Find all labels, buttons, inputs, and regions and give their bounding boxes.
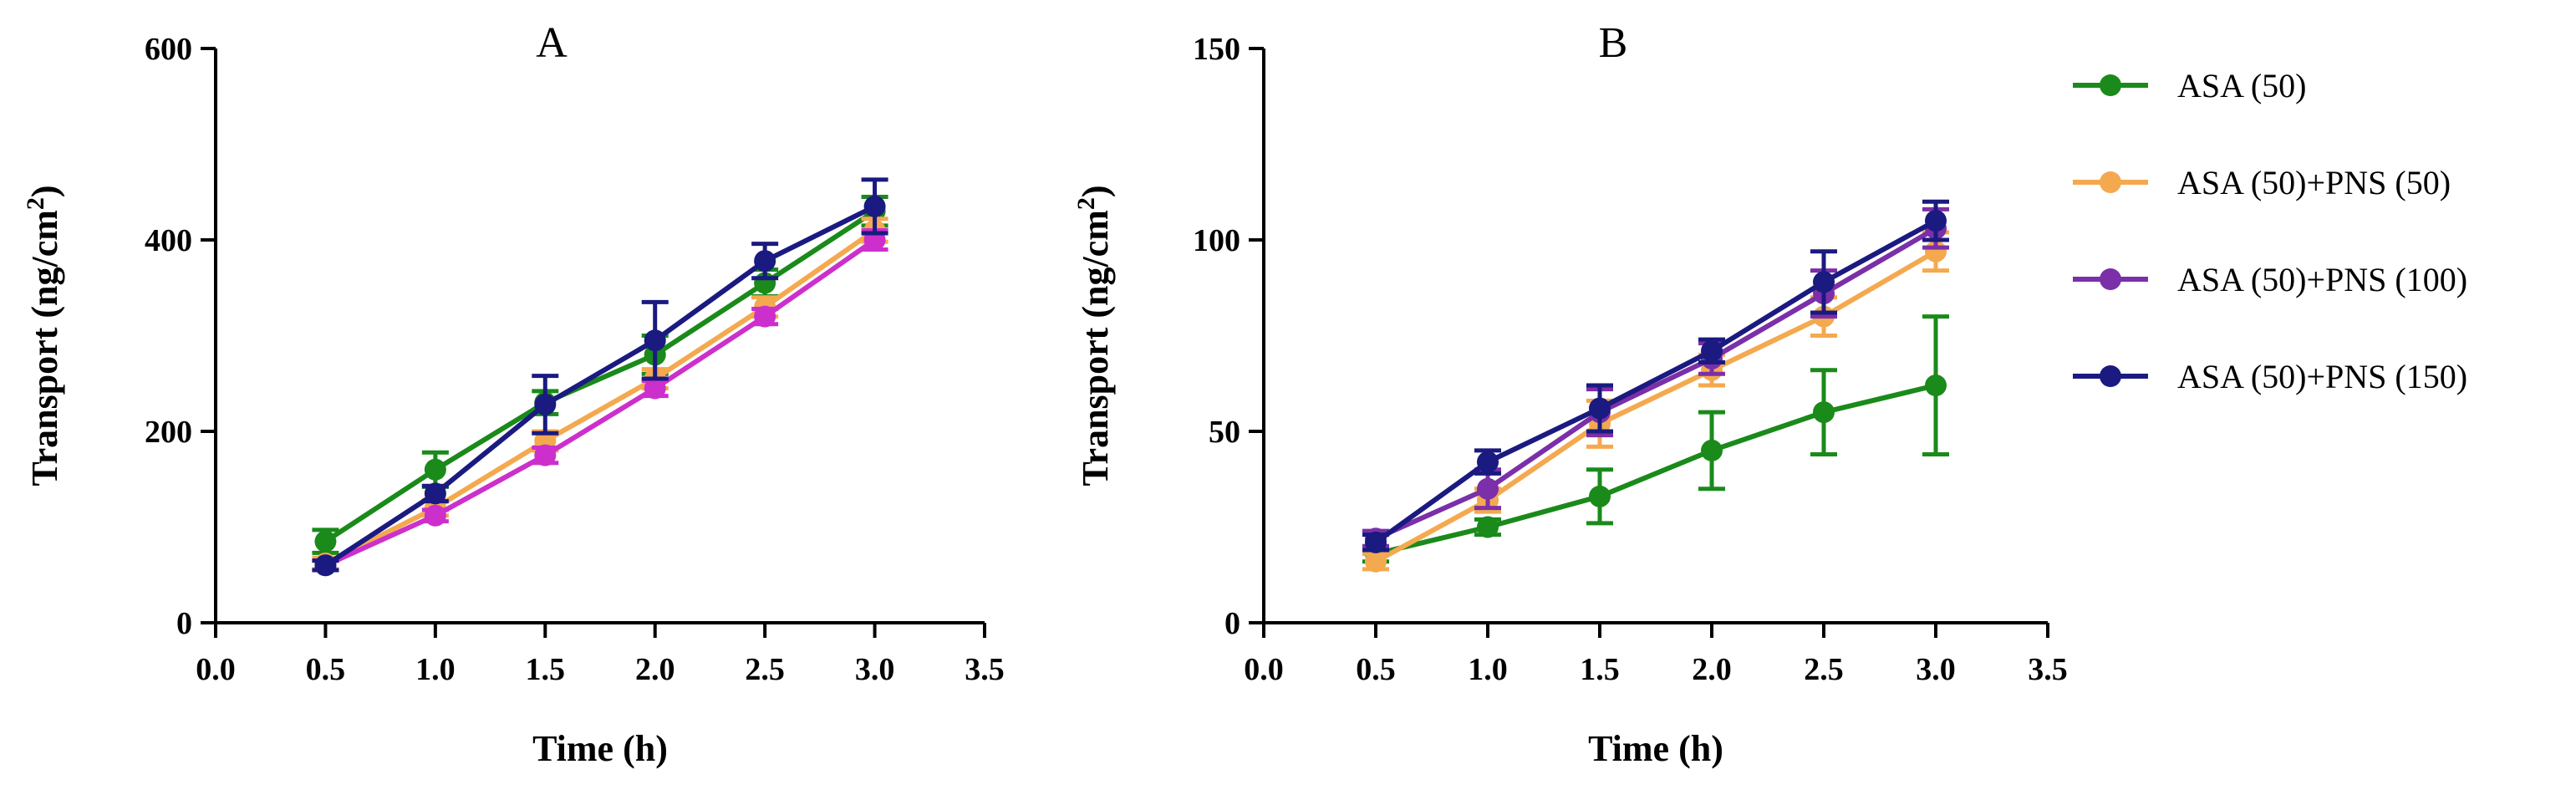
data-point — [1925, 375, 1947, 397]
y-axis-label-main: Transport (ng/cm — [24, 210, 65, 486]
series-ASA (50)+PNS (150) — [1362, 199, 1949, 553]
x-tick-label: 0.5 — [306, 652, 346, 687]
panel-title: A — [536, 19, 568, 67]
data-point — [1477, 477, 1499, 500]
x-tick-label: 2.0 — [1692, 652, 1732, 687]
legend-label: ASA (50)+PNS (100) — [2177, 261, 2467, 298]
chart-panel-A: 0 200 400 600 0.0 0.5 1.0 1.5 2.0 2.5 3.0 3.5 A Time … — [22, 19, 1005, 769]
legend-swatch-marker — [2100, 74, 2121, 96]
data-point — [1589, 485, 1611, 507]
data-point — [424, 458, 446, 481]
x-tick-label: 1.0 — [415, 652, 456, 687]
series-ASA (50)+PNS (150) — [312, 177, 888, 577]
y-axis-label-sup: 2 — [1072, 197, 1100, 210]
legend-swatch-marker — [2100, 365, 2121, 387]
x-axis-label: Time (h) — [532, 728, 668, 769]
x-tick-label: 1.5 — [526, 652, 566, 687]
data-point — [644, 377, 666, 400]
data-point — [534, 444, 557, 466]
y-axis-label-end: ) — [1075, 185, 1116, 197]
series-line — [1374, 226, 1937, 541]
x-tick-label: 3.0 — [1916, 652, 1956, 687]
series-ASA (50) — [1362, 314, 1949, 565]
legend: ASA (50) ASA (50)+PNS (50) ASA (50)+PNS (1… — [2073, 67, 2467, 395]
series-line — [1375, 383, 1937, 557]
x-tick-label: 3.0 — [855, 652, 895, 687]
x-tick-label: 2.5 — [1804, 652, 1844, 687]
x-tick-label: 1.5 — [1580, 652, 1620, 687]
legend-item: ASA (50)+PNS (50) — [2073, 164, 2451, 201]
x-tick-label: 3.5 — [965, 652, 1005, 687]
x-tick-label: 1.0 — [1468, 652, 1508, 687]
series-line — [323, 204, 876, 568]
data-point — [314, 554, 337, 577]
series-line — [323, 209, 877, 544]
data-point — [644, 329, 666, 352]
y-tick-label: 600 — [145, 32, 192, 67]
legend-label: ASA (50) — [2177, 67, 2306, 104]
y-axis-label-end: ) — [24, 185, 65, 197]
series-line — [324, 237, 877, 568]
data-point — [1365, 531, 1387, 553]
legend-label: ASA (50)+PNS (50) — [2177, 164, 2451, 201]
y-tick-label: 200 — [145, 415, 192, 450]
legend-swatch-marker — [2100, 268, 2121, 290]
y-axis-label: Transport (ng/cm2) — [1072, 185, 1117, 486]
series-ASA (50)+PNS (50) — [312, 217, 888, 575]
panel-title: B — [1599, 19, 1628, 67]
series-line — [324, 228, 877, 566]
y-tick-label: 0 — [176, 606, 192, 641]
legend-item: ASA (50)+PNS (150) — [2073, 358, 2467, 395]
y-tick-label: 400 — [145, 223, 192, 258]
y-tick-label: 150 — [1193, 32, 1240, 67]
x-tick-label: 2.0 — [635, 652, 675, 687]
data-point — [314, 530, 337, 553]
series-line — [1374, 218, 1937, 545]
x-tick-label: 3.5 — [2028, 652, 2068, 687]
x-tick-label: 0.0 — [196, 652, 236, 687]
legend-item: ASA (50)+PNS (100) — [2073, 261, 2467, 298]
data-point — [863, 195, 886, 217]
x-tick-label: 0.0 — [1244, 652, 1284, 687]
data-point — [1813, 401, 1835, 424]
data-point — [1701, 439, 1723, 461]
x-tick-label: 0.5 — [1356, 652, 1396, 687]
legend-item: ASA (50) — [2073, 67, 2306, 104]
data-point — [1477, 516, 1499, 538]
y-axis-label: Transport (ng/cm2) — [22, 185, 66, 486]
y-axis-label-main: Transport (ng/cm — [1075, 210, 1116, 486]
legend-swatch-marker — [2100, 171, 2121, 193]
data-point — [1701, 339, 1723, 362]
data-point — [534, 393, 557, 415]
data-point — [754, 305, 776, 328]
data-point — [424, 504, 446, 527]
y-tick-label: 100 — [1193, 223, 1240, 258]
data-point — [1925, 210, 1947, 232]
chart-panel-B: 0 50 100 150 0.0 0.5 1.0 1.5 2.0 2.5 3.0 3.5 B Time (… — [1072, 19, 2068, 769]
data-point — [754, 250, 776, 273]
x-axis-label: Time (h) — [1588, 728, 1723, 769]
data-point — [1477, 451, 1499, 473]
data-point — [1813, 271, 1835, 293]
y-tick-label: 0 — [1224, 606, 1240, 641]
y-tick-label: 50 — [1209, 415, 1240, 450]
data-point — [1365, 550, 1387, 573]
legend-label: ASA (50)+PNS (150) — [2177, 358, 2467, 395]
y-axis-label-sup: 2 — [22, 197, 49, 210]
data-point — [1589, 397, 1611, 420]
series-line — [1374, 249, 1937, 564]
data-point — [424, 482, 446, 505]
x-tick-label: 2.5 — [745, 652, 785, 687]
